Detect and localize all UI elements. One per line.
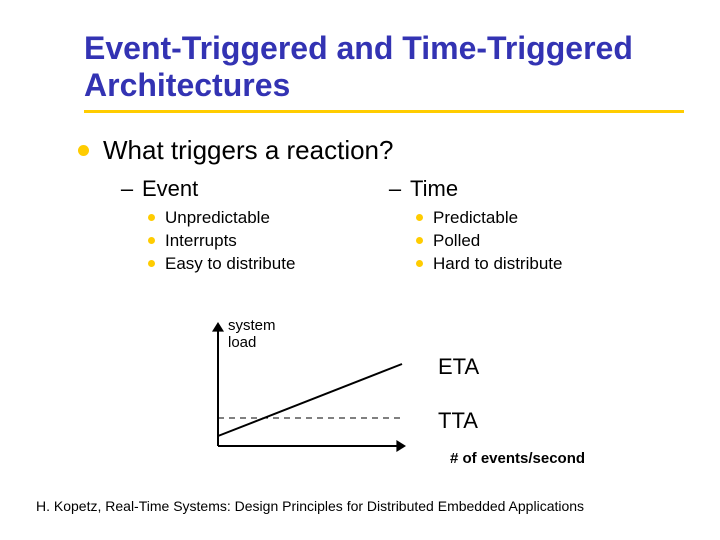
- round-bullet-icon: [148, 237, 155, 244]
- event-heading: Event: [142, 176, 198, 202]
- chart-svg: [196, 318, 424, 460]
- subheading-time: – Time: [388, 176, 562, 202]
- question-text: What triggers a reaction?: [103, 135, 393, 166]
- eta-label: ETA: [438, 354, 479, 380]
- list-item: Hard to distribute: [416, 254, 562, 274]
- time-item-1: Polled: [433, 231, 480, 251]
- event-item-0: Unpredictable: [165, 208, 270, 228]
- list-item: Predictable: [416, 208, 562, 228]
- x-axis-label: # of events/second: [450, 450, 585, 467]
- event-item-2: Easy to distribute: [165, 254, 295, 274]
- slide-body: What triggers a reaction? – Event Unpred…: [0, 113, 720, 277]
- list-item: Interrupts: [148, 231, 368, 251]
- column-time: – Time Predictable Polled Hard to distri…: [368, 176, 562, 277]
- list-item: Polled: [416, 231, 562, 251]
- round-bullet-icon: [416, 237, 423, 244]
- bullet-level1: What triggers a reaction?: [78, 135, 720, 166]
- round-bullet-icon: [78, 145, 89, 156]
- time-heading: Time: [410, 176, 458, 202]
- time-item-2: Hard to distribute: [433, 254, 562, 274]
- two-columns: – Event Unpredictable Interrupts Easy to…: [78, 176, 720, 277]
- slide: Event-Triggered and Time-Triggered Archi…: [0, 0, 720, 540]
- dash-bullet-icon: –: [120, 176, 134, 202]
- time-item-0: Predictable: [433, 208, 518, 228]
- event-item-1: Interrupts: [165, 231, 237, 251]
- title-block: Event-Triggered and Time-Triggered Archi…: [0, 30, 720, 113]
- round-bullet-icon: [148, 260, 155, 267]
- round-bullet-icon: [416, 260, 423, 267]
- round-bullet-icon: [148, 214, 155, 221]
- citation-footer: H. Kopetz, Real-Time Systems: Design Pri…: [36, 498, 584, 514]
- load-chart: system load: [196, 318, 424, 460]
- subheading-event: – Event: [120, 176, 368, 202]
- dash-bullet-icon: –: [388, 176, 402, 202]
- column-event: – Event Unpredictable Interrupts Easy to…: [78, 176, 368, 277]
- list-item: Easy to distribute: [148, 254, 368, 274]
- slide-title: Event-Triggered and Time-Triggered Archi…: [84, 30, 720, 104]
- list-item: Unpredictable: [148, 208, 368, 228]
- tta-label: TTA: [438, 408, 478, 434]
- round-bullet-icon: [416, 214, 423, 221]
